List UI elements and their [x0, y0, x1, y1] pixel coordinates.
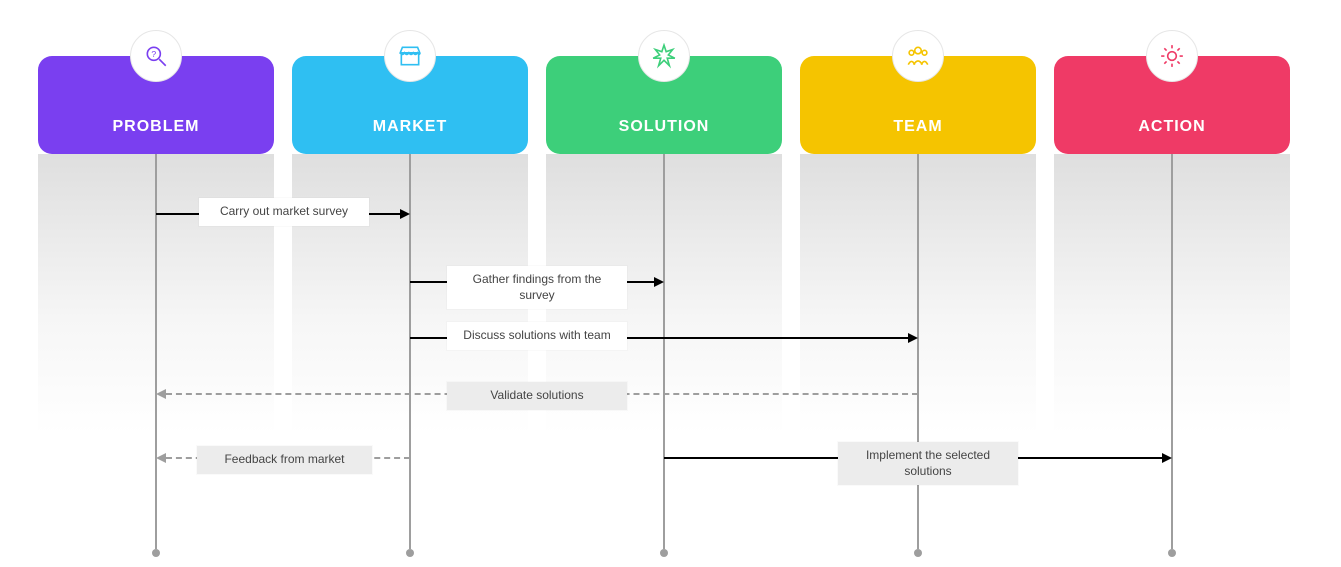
magnifier-icon: ? [130, 30, 182, 82]
lifeline-team [917, 154, 919, 549]
message-box: Feedback from market [197, 446, 372, 474]
message-box: Implement the selected solutions [838, 442, 1018, 485]
message-box: Carry out market survey [199, 198, 369, 226]
gear-icon [1146, 30, 1198, 82]
message-text: Validate solutions [490, 388, 583, 402]
lane-label: PROBLEM [38, 118, 274, 136]
arrow-head-icon [1162, 453, 1172, 463]
arrow-head-icon [156, 453, 166, 463]
message-text: Feedback from market [224, 452, 344, 466]
lane-action: ACTION [1054, 56, 1290, 154]
message-text: Implement the selected solutions [866, 448, 990, 478]
lifeline-action [1171, 154, 1173, 549]
lane-market: MARKET [292, 56, 528, 154]
message-box: Validate solutions [447, 382, 627, 410]
lane-team: TEAM [800, 56, 1036, 154]
arrow-head-icon [156, 389, 166, 399]
lane-problem: ? PROBLEM [38, 56, 274, 154]
svg-text:?: ? [151, 49, 156, 59]
lane-label: TEAM [800, 118, 1036, 136]
sequence-diagram: ? PROBLEM MARKET SOLUTION TEAM ACTION [0, 0, 1341, 567]
people-icon [892, 30, 944, 82]
lane-label: SOLUTION [546, 118, 782, 136]
burst-icon [638, 30, 690, 82]
arrow-head-icon [654, 277, 664, 287]
message-text: Gather findings from the survey [473, 272, 602, 302]
arrow-head-icon [908, 333, 918, 343]
message-text: Carry out market survey [220, 204, 348, 218]
lane-solution: SOLUTION [546, 56, 782, 154]
lane-label: ACTION [1054, 118, 1290, 136]
message-box: Gather findings from the survey [447, 266, 627, 309]
lifeline-solution [663, 154, 665, 549]
message-box: Discuss solutions with team [447, 322, 627, 350]
lane-label: MARKET [292, 118, 528, 136]
message-text: Discuss solutions with team [463, 328, 610, 342]
arrow-head-icon [400, 209, 410, 219]
store-icon [384, 30, 436, 82]
